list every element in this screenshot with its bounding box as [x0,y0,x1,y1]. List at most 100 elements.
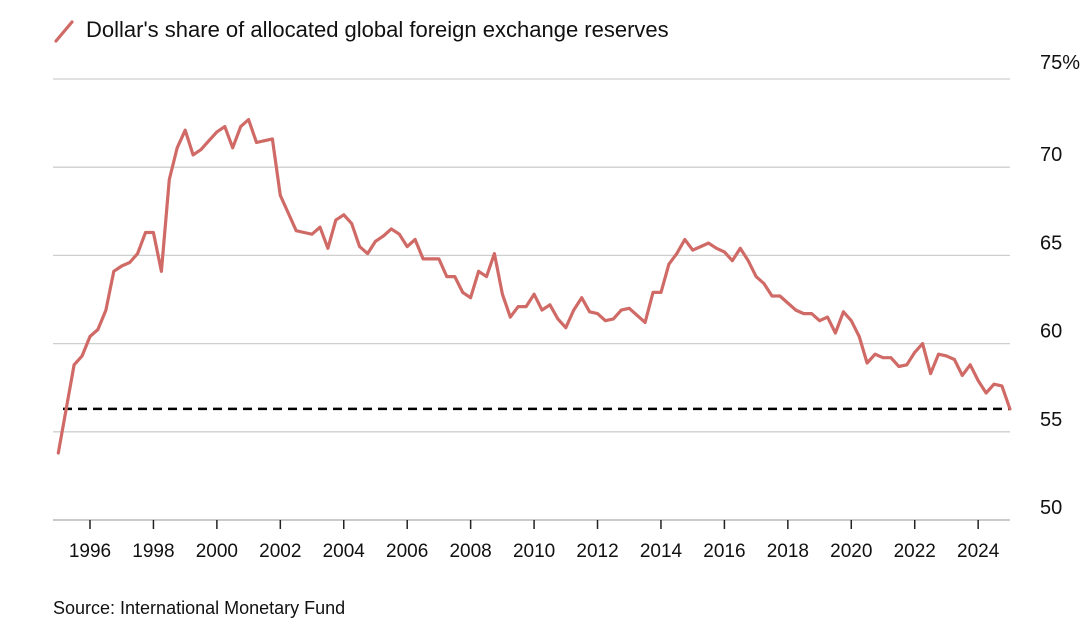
x-tick-label: 2014 [640,541,683,562]
data-point [929,372,932,375]
data-point [564,326,568,330]
x-tick-label: 2008 [449,541,491,562]
data-point [612,317,615,321]
data-point [699,245,702,249]
data-point [516,305,520,308]
data-point [770,294,774,298]
x-axis: 1996 1998 2000 2002 2004 2006 2008 2010 2012 2014… [69,520,1000,562]
data-point [350,222,354,226]
data-point [834,331,837,335]
data-point [374,239,377,243]
data-point [723,250,726,254]
data-point [746,259,750,263]
data-point [937,352,940,356]
gridlines [53,78,1010,521]
data-point [532,292,536,296]
series-line-dollar-share [56,118,1012,455]
data-point [421,257,425,261]
data-point [453,275,457,278]
data-point [762,282,766,285]
data-point [802,312,806,315]
y-tick-label: 65 [1040,232,1062,254]
data-point [540,308,544,312]
data-point [881,356,885,360]
data-point [627,306,631,310]
data-point [56,451,60,455]
data-point [889,356,893,360]
x-tick-label: 1998 [132,541,174,562]
x-tick-label: 2024 [957,541,1000,562]
data-point [286,211,290,215]
data-point [239,125,243,128]
data-point [104,308,108,312]
data-point [953,358,956,361]
y-tick-label: 50 [1040,497,1062,519]
data-point [223,125,227,128]
data-point [215,130,219,134]
x-tick-label: 2022 [894,541,936,562]
data-point [136,252,140,256]
x-tick-label: 2002 [259,541,301,562]
data-point [794,308,798,312]
y-tick-label: 70 [1040,144,1062,166]
data-point [64,407,68,411]
data-point [167,178,171,181]
data-point [160,269,163,273]
data-point [524,305,528,308]
x-tick-label: 2018 [767,541,809,562]
y-tick-label: 55 [1040,409,1062,431]
data-point [857,335,861,338]
data-point [389,227,393,231]
data-point [675,252,679,256]
data-point [334,218,338,222]
data-point [945,354,948,358]
data-point [437,257,441,261]
x-tick-label: 2016 [703,541,745,562]
data-point [968,363,972,367]
data-point [128,261,132,264]
data-point [849,319,853,323]
data-point [120,264,124,268]
legend-swatch [54,20,74,43]
data-point [199,148,203,152]
data-point [905,363,909,367]
data-point [405,245,409,249]
data-point [683,238,687,241]
x-tick-label: 2012 [576,541,618,562]
data-point [604,319,607,323]
data-point [596,312,599,315]
data-point [778,294,782,298]
data-point [826,315,829,319]
x-tick-label: 2020 [830,541,872,562]
data-point [897,365,901,368]
data-point [588,310,591,314]
data-point [659,291,663,294]
data-point [651,291,655,294]
data-point [445,275,449,278]
data-point [413,238,417,241]
data-point [984,391,988,395]
data-point [382,234,385,238]
y-tick-label: 60 [1040,321,1062,343]
data-point [255,141,258,144]
data-point [263,139,266,143]
y-axis-labels: 75% 70 65 60 55 50 [1040,52,1080,519]
data-point [477,269,480,273]
x-tick-label: 1996 [69,541,111,562]
data-point [572,308,576,312]
data-point [818,319,821,323]
data-point [715,246,718,250]
data-point [493,252,496,256]
data-point [643,321,647,324]
data-point [96,328,100,331]
data-point [508,315,512,319]
data-point [310,232,314,236]
data-point [976,379,980,382]
data-point [366,252,369,256]
data-point [635,314,639,317]
data-point [754,275,758,278]
x-tick-label: 2010 [513,541,555,562]
y-tick-label: 75% [1040,52,1080,74]
data-point [469,296,472,300]
data-point [873,352,877,356]
